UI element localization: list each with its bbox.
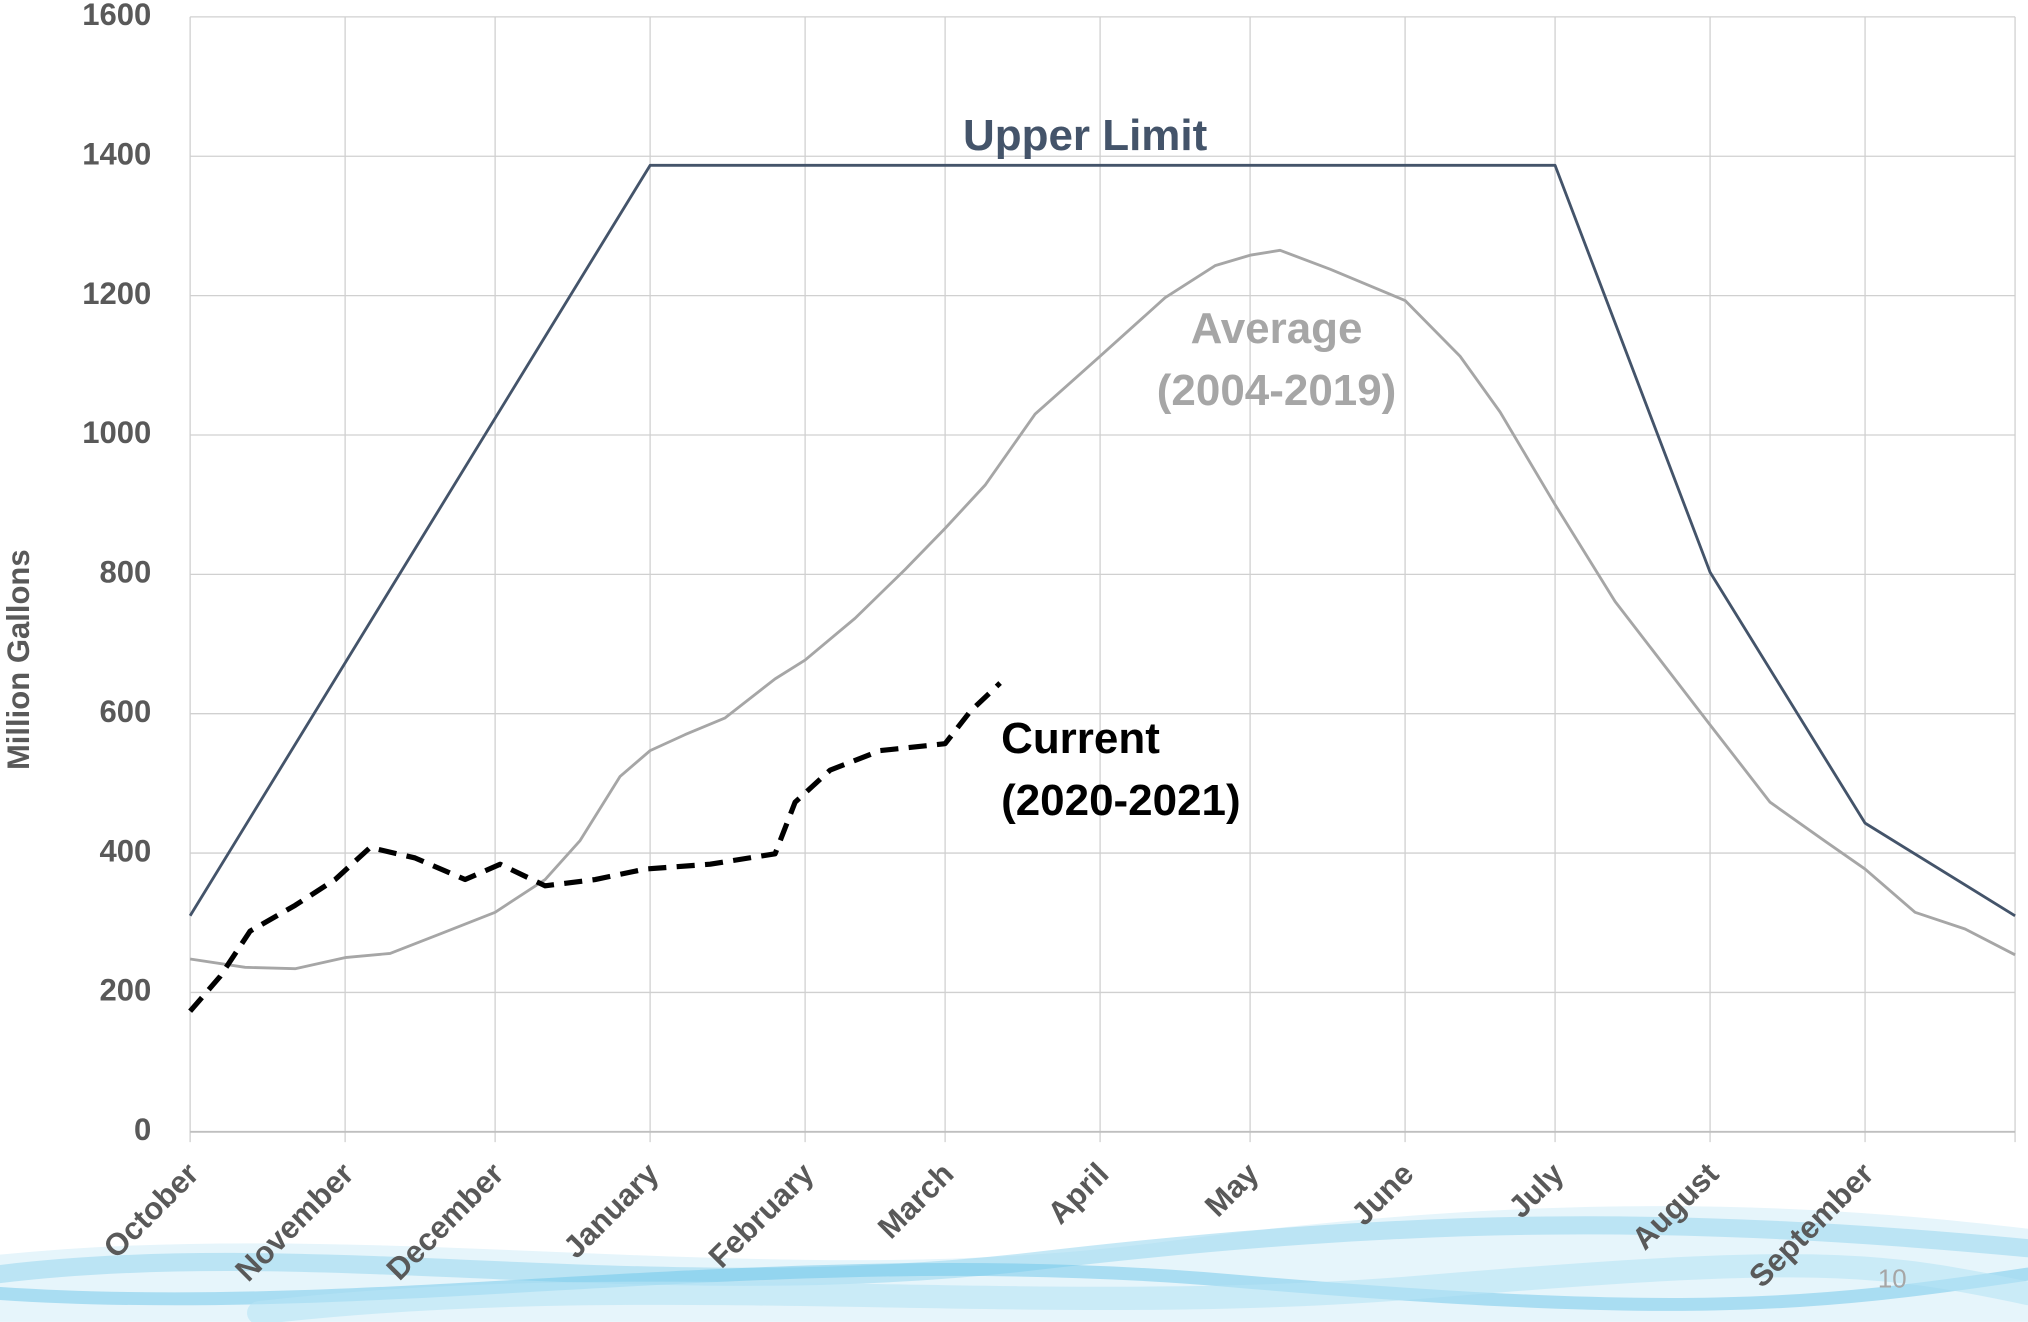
- x-tick-label: May: [1198, 1155, 1266, 1223]
- y-axis-label: Million Gallons: [1, 549, 36, 770]
- series-label: (2004-2019): [1157, 366, 1397, 415]
- series-line: [189, 248, 2016, 971]
- x-tick-label: March: [871, 1156, 960, 1245]
- x-tick-label: April: [1041, 1156, 1116, 1231]
- y-tick-label: 1400: [82, 136, 151, 171]
- y-tick-label: 400: [100, 833, 152, 868]
- y-tick-label: 800: [100, 555, 152, 590]
- y-tick-label: 600: [100, 694, 152, 729]
- page-number: 10: [1878, 1265, 1907, 1293]
- series-label: Current: [1001, 714, 1160, 763]
- x-tick-label: February: [702, 1155, 821, 1274]
- wave-decoration: [0, 1206, 2028, 1322]
- series-label: (2020-2021): [1001, 776, 1241, 825]
- series-label: Average: [1191, 304, 1363, 353]
- y-tick-label: 0: [134, 1112, 151, 1147]
- series-line: [188, 681, 1002, 1013]
- series-line: [188, 163, 2016, 917]
- y-tick-label: 200: [100, 973, 152, 1008]
- y-tick-label: 1200: [82, 276, 151, 311]
- x-tick-label: January: [556, 1155, 665, 1264]
- y-tick-label: 1000: [82, 415, 151, 450]
- series-label: Upper Limit: [963, 111, 1208, 160]
- y-tick-label: 1600: [82, 0, 151, 32]
